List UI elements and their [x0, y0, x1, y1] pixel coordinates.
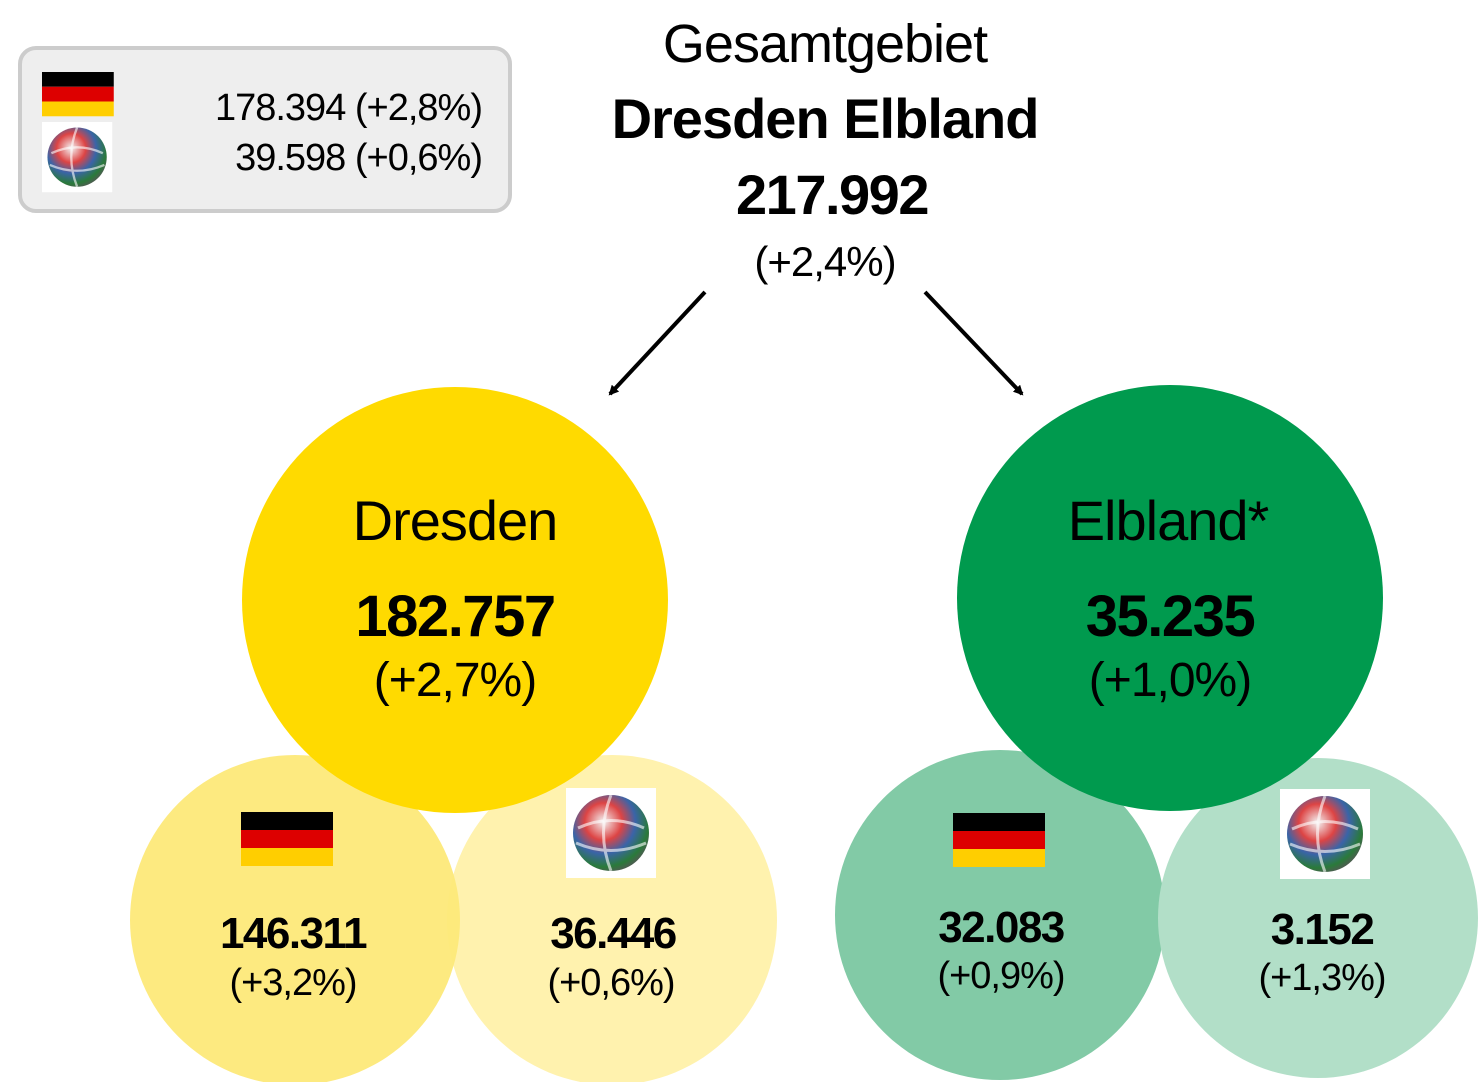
child-value: 36.446 — [550, 909, 676, 958]
german-flag — [953, 813, 1045, 867]
node-value: 35.235 — [1086, 584, 1255, 649]
globe-icon — [42, 122, 112, 192]
child-value: 3.152 — [1271, 905, 1374, 954]
diagram: 178.394 (+2,8%) 39.598 (+0,6%) Gesamtgeb… — [0, 0, 1480, 1082]
german-flag — [241, 812, 333, 866]
child-change: (+1,3%) — [1258, 957, 1385, 999]
node-change: (+1,0%) — [1089, 654, 1251, 707]
header-line2: Dresden Elbland — [612, 87, 1039, 150]
header-total: 217.992 — [736, 163, 928, 226]
legend-german: 178.394 (+2,8%) — [215, 87, 482, 129]
child-value: 146.311 — [220, 909, 367, 958]
arrow — [610, 292, 705, 394]
header-line1: Gesamtgebiet — [663, 14, 988, 74]
child-change: (+3,2%) — [229, 962, 356, 1004]
header-change: (+2,4%) — [754, 238, 895, 285]
german-flag — [42, 72, 114, 116]
legend-international: 39.598 (+0,6%) — [235, 137, 482, 179]
node-value: 182.757 — [355, 584, 554, 649]
node-label: Dresden — [353, 489, 558, 552]
globe-icon — [1280, 789, 1370, 879]
child-value: 32.083 — [938, 903, 1064, 952]
arrow — [925, 292, 1022, 394]
child-change: (+0,9%) — [937, 955, 1064, 997]
node-label: Elbland* — [1068, 489, 1269, 552]
node-change: (+2,7%) — [374, 654, 536, 707]
globe-icon — [566, 788, 656, 878]
child-change: (+0,6%) — [547, 962, 674, 1004]
